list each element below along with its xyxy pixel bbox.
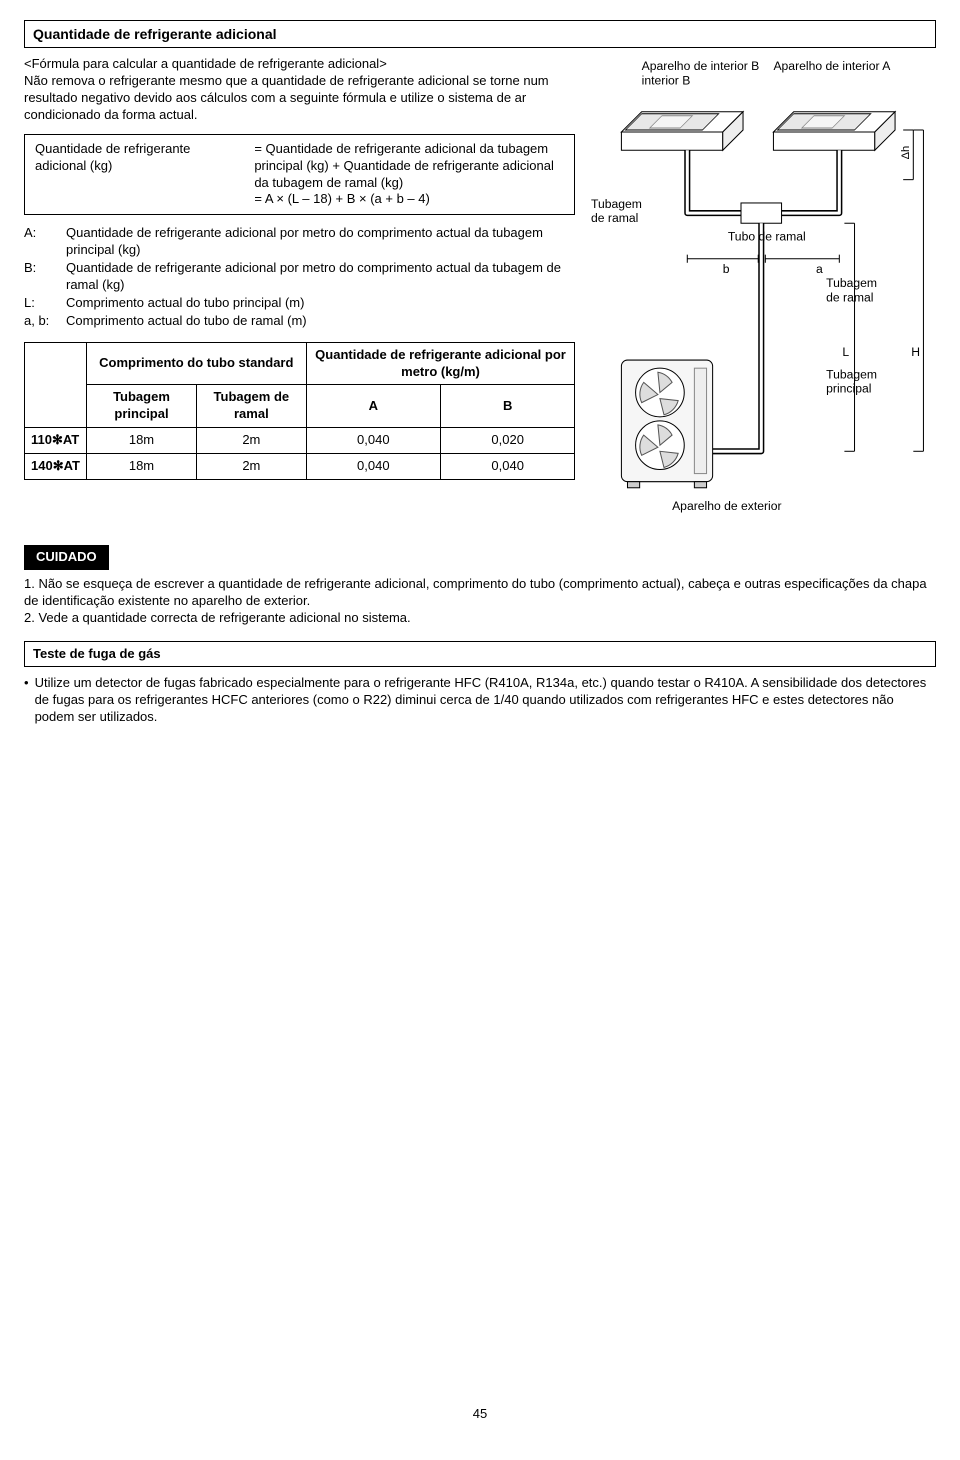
cell: 2m [197, 454, 307, 480]
svg-text:Tubagem: Tubagem [827, 367, 878, 381]
cell: 18m [86, 428, 196, 454]
cell: 18m [86, 454, 196, 480]
th-empty [25, 342, 87, 428]
formula-line-2: = A × (L – 18) + B × (a + b – 4) [254, 191, 564, 208]
label-interior-a: Aparelho de interior A [774, 59, 892, 73]
svg-text:Tubagem: Tubagem [827, 276, 878, 290]
svg-text:a: a [816, 262, 823, 276]
bullet-icon: • [24, 675, 29, 726]
cell: 2m [197, 428, 307, 454]
gas-test-text: • Utilize um detector de fugas fabricado… [24, 675, 936, 726]
def-a: Quantidade de refrigerante adicional por… [66, 225, 575, 259]
svg-text:de ramal: de ramal [827, 290, 874, 304]
diagram-column: Aparelho de interior B interior B Aparel… [591, 56, 936, 527]
svg-text:b: b [723, 262, 730, 276]
svg-text:L: L [843, 345, 850, 359]
table-row: 110✻AT 18m 2m 0,040 0,020 [25, 428, 575, 454]
cell: 0,040 [441, 454, 575, 480]
th-comprimento: Comprimento do tubo standard [86, 342, 306, 385]
cell: 140✻AT [25, 454, 87, 480]
def-ab-label: a, b: [24, 313, 66, 330]
cell: 0,020 [441, 428, 575, 454]
svg-text:Aparelho de exterior: Aparelho de exterior [672, 499, 781, 513]
th-sub3: A [306, 385, 440, 428]
def-b: Quantidade de refrigerante adicional por… [66, 260, 575, 294]
def-l: Comprimento actual do tubo principal (m) [66, 295, 304, 312]
svg-text:interior B: interior B [642, 74, 691, 88]
intro-heading: <Fórmula para calcular a quantidade de r… [24, 56, 575, 73]
label-interior-b: Aparelho de interior B [642, 59, 760, 73]
data-table: Comprimento do tubo standard Quantidade … [24, 342, 575, 480]
def-ab: Comprimento actual do tubo de ramal (m) [66, 313, 307, 330]
def-l-label: L: [24, 295, 66, 312]
formula-left: Quantidade de refrigerante adicional (kg… [35, 141, 234, 209]
svg-text:Tubo de ramal: Tubo de ramal [728, 230, 806, 244]
svg-text:principal: principal [827, 382, 872, 396]
page-number: 45 [24, 1406, 936, 1423]
def-b-label: B: [24, 260, 66, 294]
cell: 0,040 [306, 428, 440, 454]
note-1: 1. Não se esqueça de escrever a quantida… [24, 576, 936, 610]
piping-diagram: Aparelho de interior B interior B Aparel… [591, 56, 936, 522]
svg-text:H: H [912, 345, 921, 359]
th-sub2: Tubagem de ramal [197, 385, 307, 428]
formula-box: Quantidade de refrigerante adicional (kg… [24, 134, 575, 216]
cuidado-badge: CUIDADO [24, 545, 109, 570]
note-2: 2. Vede a quantidade correcta de refrige… [24, 610, 936, 627]
intro-block: <Fórmula para calcular a quantidade de r… [24, 56, 575, 124]
cell: 0,040 [306, 454, 440, 480]
svg-text:Δh: Δh [901, 146, 913, 160]
th-sub4: B [441, 385, 575, 428]
definitions: A:Quantidade de refrigerante adicional p… [24, 225, 575, 329]
formula-line-1: = Quantidade de refrigerante adicional d… [254, 141, 564, 192]
gas-text: Utilize um detector de fugas fabricado e… [35, 675, 936, 726]
th-sub1: Tubagem principal [86, 385, 196, 428]
gas-test-title: Teste de fuga de gás [24, 641, 936, 668]
cell: 110✻AT [25, 428, 87, 454]
intro-text: Não remova o refrigerante mesmo que a qu… [24, 73, 575, 124]
cuidado-notes: 1. Não se esqueça de escrever a quantida… [24, 576, 936, 627]
th-quantidade: Quantidade de refrigerante adicional por… [306, 342, 575, 385]
formula-right: = Quantidade de refrigerante adicional d… [254, 141, 564, 209]
svg-text:Tubagem: Tubagem [591, 197, 642, 211]
svg-text:de ramal: de ramal [591, 211, 638, 225]
table-row: 140✻AT 18m 2m 0,040 0,040 [25, 454, 575, 480]
def-a-label: A: [24, 225, 66, 259]
left-column: <Fórmula para calcular a quantidade de r… [24, 56, 575, 527]
section-title: Quantidade de refrigerante adicional [24, 20, 936, 48]
